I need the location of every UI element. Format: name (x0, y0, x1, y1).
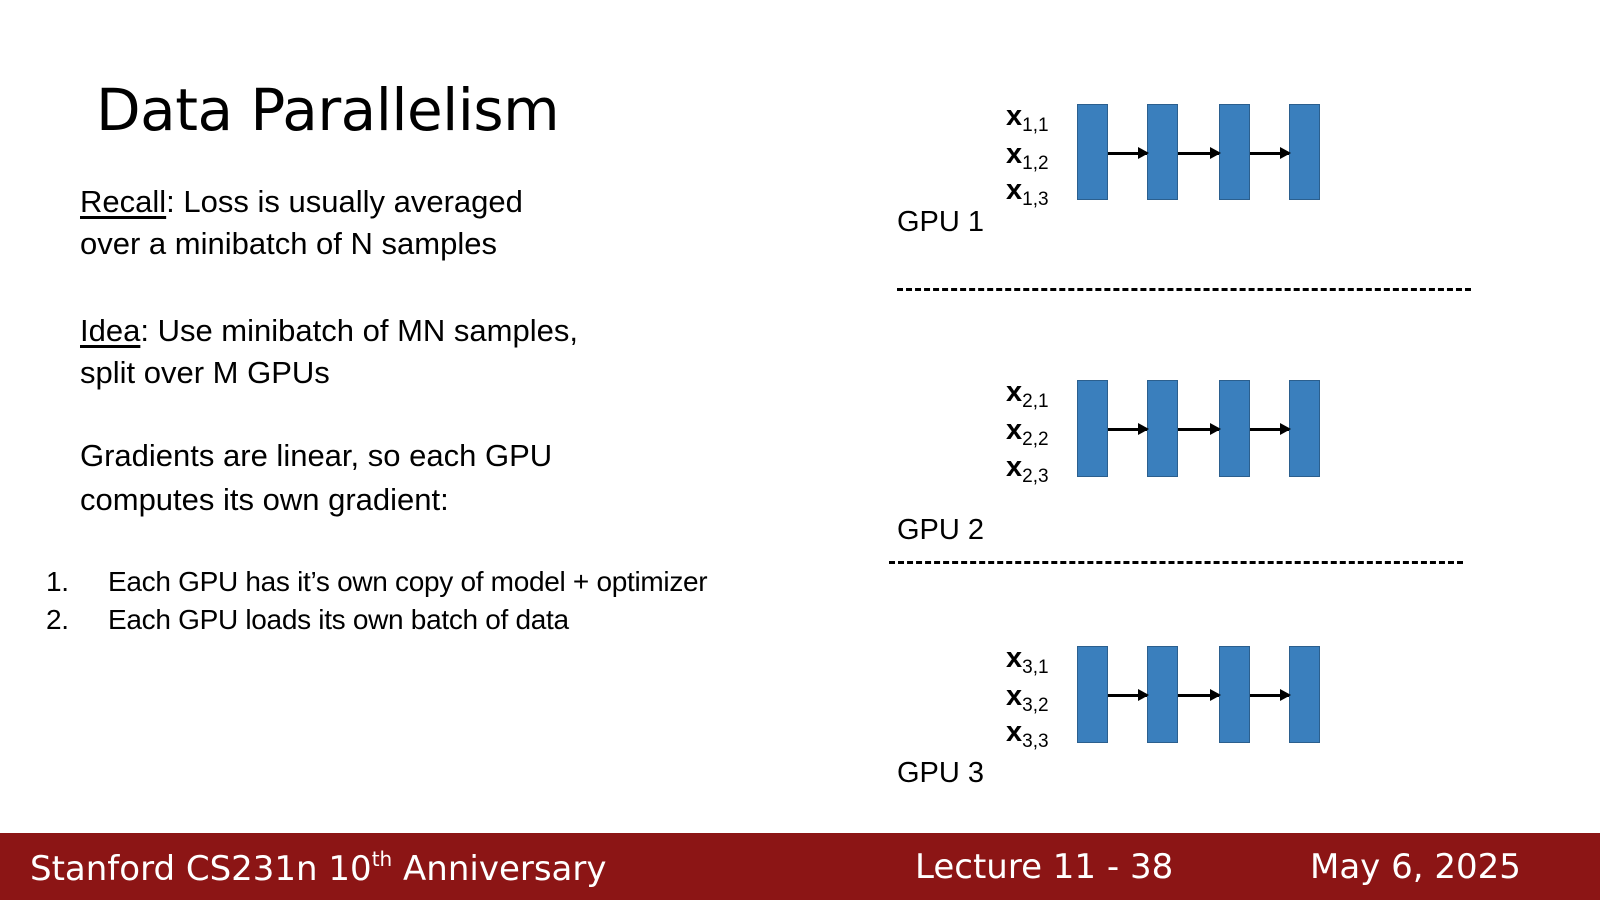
step-text: Each GPU loads its own batch of data (108, 604, 569, 635)
step-number: 2. (46, 604, 69, 635)
footer-bar: Stanford CS231n 10th Anniversary Lecture… (0, 833, 1600, 900)
divider-dashed (889, 561, 1463, 564)
idea-label: Idea (80, 313, 141, 348)
layer-block (1147, 646, 1178, 743)
input-label-x32: x3,2 (1006, 680, 1049, 716)
layer-block (1219, 104, 1250, 200)
footer-date: May 6, 2025 (1310, 847, 1521, 887)
divider-dashed (897, 288, 1471, 291)
idea-text: : Use minibatch of MN samples, (140, 313, 578, 348)
recall-paragraph: Recall: Loss is usually averaged over a … (80, 181, 523, 265)
layer-block (1077, 380, 1108, 477)
recall-text-line2: over a minibatch of N samples (80, 226, 497, 261)
step-number: 1. (46, 566, 69, 597)
gradients-line1: Gradients are linear, so each GPU (80, 438, 553, 473)
step-text: Each GPU has it’s own copy of model + op… (108, 566, 708, 597)
layer-block (1077, 104, 1108, 200)
layer-block (1147, 380, 1178, 477)
recall-text: : Loss is usually averaged (166, 184, 523, 219)
input-label-x22: x2,2 (1006, 414, 1049, 450)
arrow-icon (1250, 423, 1291, 435)
footer-lecture: Lecture 11 - 38 (915, 847, 1174, 887)
arrow-icon (1250, 147, 1291, 159)
idea-paragraph: Idea: Use minibatch of MN samples, split… (80, 310, 578, 394)
layer-block (1289, 646, 1320, 743)
recall-label: Recall (80, 184, 167, 219)
arrow-icon (1250, 689, 1291, 701)
arrow-icon (1108, 147, 1149, 159)
slide-title: Data Parallelism (96, 76, 560, 144)
input-label-x33: x3,3 (1006, 716, 1049, 752)
footer-course: Stanford CS231n 10th Anniversary (30, 847, 607, 889)
gpu-label: GPU 3 (897, 757, 985, 789)
input-label-x11: x1,1 (1006, 100, 1049, 136)
layer-block (1219, 380, 1250, 477)
input-label-x12: x1,2 (1006, 138, 1049, 174)
arrow-icon (1108, 689, 1149, 701)
arrow-icon (1178, 689, 1221, 701)
layer-block (1289, 104, 1320, 200)
arrow-icon (1178, 147, 1221, 159)
layer-block (1289, 380, 1320, 477)
arrow-icon (1108, 423, 1149, 435)
input-label-x13: x1,3 (1006, 174, 1049, 210)
layer-block (1077, 646, 1108, 743)
input-label-x31: x3,1 (1006, 642, 1049, 678)
layer-block (1147, 104, 1178, 200)
idea-text-line2: split over M GPUs (80, 355, 330, 390)
input-label-x21: x2,1 (1006, 376, 1049, 412)
gpu-label: GPU 2 (897, 514, 985, 546)
gradients-line2: computes its own gradient: (80, 482, 449, 517)
arrow-icon (1178, 423, 1221, 435)
layer-block (1219, 646, 1250, 743)
input-label-x23: x2,3 (1006, 451, 1049, 487)
gradients-paragraph: Gradients are linear, so each GPU comput… (80, 434, 552, 522)
gpu-label: GPU 1 (897, 206, 985, 238)
